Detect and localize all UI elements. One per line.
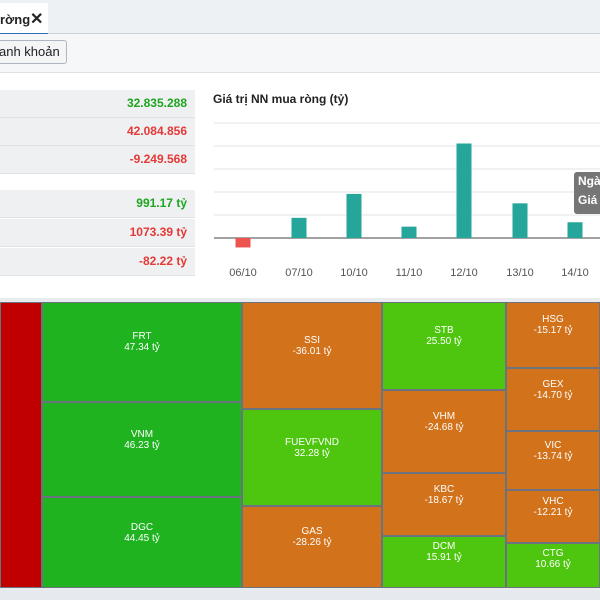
x-tick-label: 07/10 — [285, 267, 313, 279]
cell-name: VHC — [542, 496, 564, 507]
treemap-cell-vhc[interactable]: VHC -12.21 tỷ — [506, 490, 600, 543]
treemap-cell-dcm[interactable]: DCM 15.91 tỷ — [382, 536, 506, 588]
stat-value: -82.22 tỷ — [138, 254, 187, 268]
tab-label: rờng — [0, 12, 31, 27]
cell-value: 47.34 tỷ — [124, 342, 160, 353]
treemap-cell-gex[interactable]: GEX -14.70 tỷ — [506, 368, 600, 431]
treemap: FRT 47.34 tỷ VNM 46.23 tỷ DGC 44.45 tỷ SSI -36.… — [0, 302, 600, 588]
bar-chart: 06/10 07/10 10/10 11/10 12/10 13/10 14/10 — [214, 122, 600, 279]
cell-name: FUEVFVND — [285, 437, 339, 448]
x-tick-label: 14/10 — [561, 267, 589, 279]
tooltip-line: Ngà — [578, 174, 600, 188]
toolbar: anh khoản — [0, 34, 600, 73]
tab-active[interactable]: rờng ✕ — [0, 3, 48, 35]
chart-tooltip: Ngà Giá — [574, 172, 600, 214]
tab-bar: rờng ✕ — [0, 0, 600, 35]
treemap-cell-hsg[interactable]: HSG -15.17 tỷ — [506, 302, 600, 368]
cell-name: DCM — [432, 541, 456, 552]
cell-value: 46.23 tỷ — [124, 440, 160, 451]
stat-row: 32.835.288 — [0, 90, 195, 118]
cell-value: -28.26 tỷ — [292, 537, 332, 548]
cell-name: VIC — [544, 440, 562, 451]
stat-value: 42.084.856 — [126, 124, 187, 138]
stat-row: 991.17 tỷ — [0, 190, 195, 218]
cell-name: VNM — [130, 429, 154, 440]
cell-value: -18.67 tỷ — [424, 495, 464, 506]
cell-name: STB — [434, 325, 454, 336]
cell-value: -13.74 tỷ — [533, 451, 573, 462]
stat-row: 42.084.856 — [0, 118, 195, 146]
account-button[interactable]: anh khoản — [0, 40, 67, 64]
bar-07/10[interactable] — [291, 217, 307, 238]
cell-value: 32.28 tỷ — [294, 448, 330, 459]
cell-name: GEX — [542, 379, 564, 390]
x-tick-label: 10/10 — [340, 267, 368, 279]
x-tick-label: 06/10 — [229, 267, 257, 279]
cell-name: FRT — [132, 331, 152, 342]
bar-13/10[interactable] — [512, 203, 528, 238]
bar-06/10[interactable] — [235, 238, 251, 248]
cell-value: 44.45 tỷ — [124, 533, 160, 544]
cell-value: -12.21 tỷ — [533, 507, 573, 518]
cell-value: 10.66 tỷ — [535, 559, 571, 570]
treemap-cell-ctg[interactable]: CTG 10.66 tỷ — [506, 543, 600, 588]
cell-name: GAS — [301, 526, 323, 537]
stat-value: 32.835.288 — [126, 96, 187, 110]
bar-12/10[interactable] — [456, 143, 472, 239]
treemap-cell-vhm[interactable]: VHM -24.68 tỷ — [382, 390, 506, 473]
tooltip-line: Giá — [578, 193, 598, 207]
cell-name: KBC — [433, 484, 455, 495]
stat-value: 1073.39 tỷ — [129, 225, 187, 239]
bar-10/10[interactable] — [346, 193, 362, 238]
x-tick-label: 12/10 — [450, 267, 478, 279]
cell-name: HSG — [542, 314, 564, 325]
treemap-cell-dgc[interactable]: DGC 44.45 tỷ — [42, 497, 242, 588]
stat-row: -82.22 tỷ — [0, 248, 195, 276]
bar-14/10[interactable] — [567, 222, 583, 238]
treemap-cell-fuevfvnd[interactable]: FUEVFVND 32.28 tỷ — [242, 409, 382, 506]
treemap-cell-edge[interactable] — [0, 302, 42, 588]
stat-row: 1073.39 tỷ — [0, 219, 195, 247]
chart-title: Giá trị NN mua ròng (tỷ) — [213, 92, 349, 106]
bar-11/10[interactable] — [401, 226, 417, 238]
cell-value: -36.01 tỷ — [292, 346, 332, 357]
treemap-cell-vnm[interactable]: VNM 46.23 tỷ — [42, 402, 242, 497]
cell-value: -14.70 tỷ — [533, 390, 573, 401]
cell-value: 25.50 tỷ — [426, 336, 462, 347]
x-tick-label: 13/10 — [506, 267, 534, 279]
cell-name: VHM — [432, 411, 456, 422]
cell-value: 15.91 tỷ — [426, 552, 462, 563]
stat-value: 991.17 tỷ — [136, 196, 187, 210]
treemap-cell-stb[interactable]: STB 25.50 tỷ — [382, 302, 506, 390]
close-icon[interactable]: ✕ — [30, 11, 44, 28]
treemap-cell-gas[interactable]: GAS -28.26 tỷ — [242, 506, 382, 588]
treemap-cell-frt[interactable]: FRT 47.34 tỷ — [42, 302, 242, 402]
cell-value: -15.17 tỷ — [533, 325, 573, 336]
treemap-cell-kbc[interactable]: KBC -18.67 tỷ — [382, 473, 506, 536]
stat-row: -9.249.568 — [0, 146, 195, 174]
treemap-cell-ssi[interactable]: SSI -36.01 tỷ — [242, 302, 382, 409]
stat-value: -9.249.568 — [129, 152, 187, 166]
cell-name: DGC — [130, 522, 154, 533]
x-tick-label: 11/10 — [396, 267, 423, 279]
bottom-bar — [0, 590, 600, 600]
treemap-cell-vic[interactable]: VIC -13.74 tỷ — [506, 431, 600, 490]
cell-name: SSI — [303, 335, 321, 346]
cell-name: CTG — [542, 548, 564, 559]
cell-value: -24.68 tỷ — [424, 422, 464, 433]
